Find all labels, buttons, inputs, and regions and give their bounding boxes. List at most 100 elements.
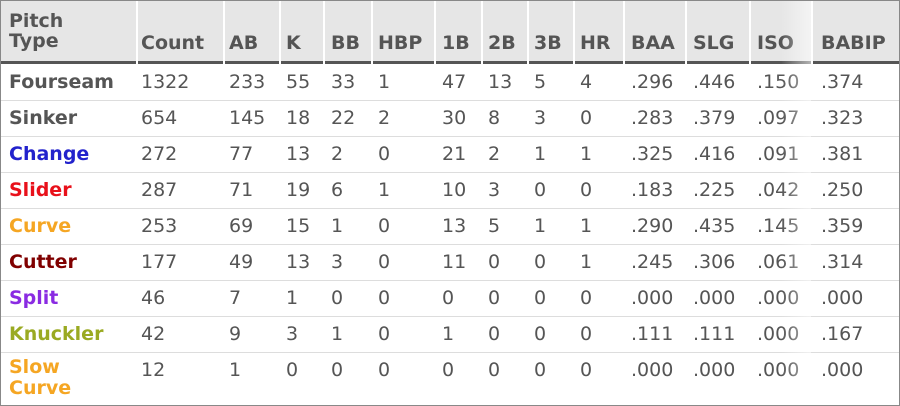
row-divider [1, 244, 899, 245]
stat-value: 0 [534, 251, 547, 273]
stat-value: 0 [534, 287, 547, 309]
stat-value: 1 [378, 179, 391, 201]
stat-value: .000 [757, 359, 800, 381]
stat-value: .097 [757, 107, 800, 129]
column-header: HR [580, 32, 611, 54]
stat-value: .111 [631, 323, 674, 345]
stat-value: 0 [580, 287, 593, 309]
stat-value: 0 [580, 323, 593, 345]
stat-value: 0 [488, 251, 501, 273]
stat-value: 3 [488, 179, 501, 201]
column-separator [527, 1, 529, 405]
column-header: 1B [442, 32, 470, 54]
stat-value: 1 [331, 323, 344, 345]
stat-value: 8 [488, 107, 501, 129]
stat-value: .446 [693, 71, 736, 93]
stat-value: .000 [757, 323, 800, 345]
row-divider [1, 352, 899, 353]
stat-value: 145 [229, 107, 266, 129]
stat-value: 0 [488, 287, 501, 309]
pitch-type: Fourseam [9, 71, 114, 93]
stat-value: 2 [378, 107, 391, 129]
stat-value: 1322 [141, 71, 190, 93]
column-header: K [286, 32, 301, 54]
pitch-type: Change [9, 143, 90, 165]
stat-value: 654 [141, 107, 178, 129]
stat-value: 233 [229, 71, 266, 93]
stat-value: 13 [286, 251, 311, 273]
stat-value: 1 [580, 215, 593, 237]
stat-value: 18 [286, 107, 311, 129]
row-divider [1, 136, 899, 137]
stat-value: 1 [442, 323, 455, 345]
stat-value: .000 [631, 287, 674, 309]
stat-value: 77 [229, 143, 254, 165]
stat-value: 6 [331, 179, 344, 201]
stat-value: 33 [331, 71, 356, 93]
stat-value: .296 [631, 71, 674, 93]
column-header: 2B [488, 32, 516, 54]
pitch-type: Split [9, 287, 59, 309]
stat-value: 177 [141, 251, 178, 273]
pitch-type: Knuckler [9, 323, 104, 345]
stat-value: 47 [442, 71, 467, 93]
stat-value: 1 [331, 215, 344, 237]
stat-value: 0 [442, 287, 455, 309]
stat-value: 2 [488, 143, 501, 165]
stat-value: .061 [757, 251, 800, 273]
column-separator [749, 1, 751, 405]
stat-value: 30 [442, 107, 467, 129]
row-divider [1, 280, 899, 281]
stat-value: 0 [534, 323, 547, 345]
stat-value: 0 [442, 359, 455, 381]
stat-value: .325 [631, 143, 674, 165]
stat-value: .150 [757, 71, 800, 93]
stat-value: 7 [229, 287, 242, 309]
stat-value: 71 [229, 179, 254, 201]
pitch-type: Sinker [9, 107, 78, 129]
stat-value: 0 [378, 287, 391, 309]
stat-value: .323 [821, 107, 864, 129]
column-header: Count [141, 32, 205, 54]
stat-value: 0 [378, 359, 391, 381]
stat-value: 0 [378, 323, 391, 345]
column-header: Pitch Type [9, 10, 64, 52]
stat-value: 13 [442, 215, 467, 237]
stat-value: .379 [693, 107, 736, 129]
stat-value: 11 [442, 251, 467, 273]
column-separator [323, 1, 325, 405]
stat-value: 272 [141, 143, 178, 165]
row-divider [1, 100, 899, 101]
stat-value: 10 [442, 179, 467, 201]
row-divider [1, 208, 899, 209]
row-divider [1, 172, 899, 173]
stat-value: 0 [580, 179, 593, 201]
stat-value: .381 [821, 143, 864, 165]
stat-value: .000 [821, 287, 864, 309]
stat-value: 1 [534, 143, 547, 165]
column-separator [811, 1, 813, 405]
stat-value: 1 [286, 287, 299, 309]
stat-value: .042 [757, 179, 800, 201]
stat-value: 0 [488, 359, 501, 381]
stat-value: .000 [631, 359, 674, 381]
column-separator [223, 1, 225, 405]
stat-value: .306 [693, 251, 736, 273]
stat-value: .290 [631, 215, 674, 237]
stat-value: .250 [821, 179, 864, 201]
column-separator [481, 1, 483, 405]
stat-value: .167 [821, 323, 864, 345]
stat-value: .000 [757, 287, 800, 309]
stat-value: 3 [286, 323, 299, 345]
stat-value: 0 [534, 359, 547, 381]
stat-value: 1 [534, 215, 547, 237]
stat-value: 0 [534, 179, 547, 201]
stat-value: .283 [631, 107, 674, 129]
stat-value: 3 [534, 107, 547, 129]
column-header: AB [229, 32, 259, 54]
stat-value: .359 [821, 215, 864, 237]
stat-value: 1 [580, 251, 593, 273]
column-separator [434, 1, 436, 405]
stat-value: 0 [488, 323, 501, 345]
stat-value: 5 [534, 71, 547, 93]
